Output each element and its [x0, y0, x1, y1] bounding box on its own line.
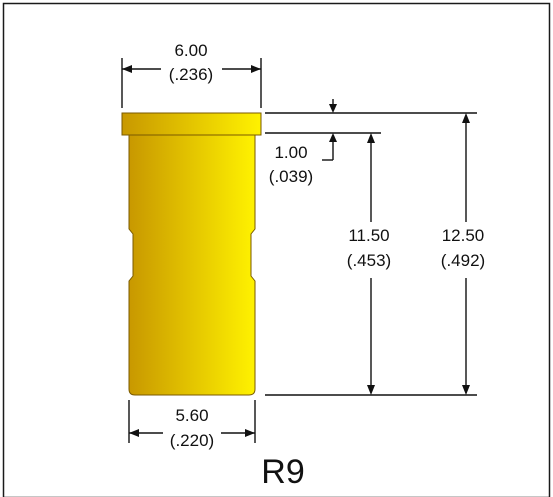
arrowhead: [462, 113, 470, 123]
arrowhead: [129, 429, 139, 437]
arrowhead: [367, 133, 375, 143]
dim-body-width-in: (.220): [170, 431, 214, 450]
arrowhead: [367, 385, 375, 395]
dim-top-width-in: (.236): [169, 65, 213, 84]
arrowhead: [329, 133, 337, 142]
arrowhead: [462, 385, 470, 395]
dim-flange-height-in: (.039): [269, 167, 313, 186]
part-body: [128, 134, 256, 396]
dim-overall-length-in: (.492): [441, 251, 485, 270]
dim-body-length-mm: 11.50: [348, 226, 389, 245]
dim-overall-length-mm: 12.50: [442, 226, 485, 245]
arrowhead: [251, 65, 261, 73]
arrowhead: [122, 65, 132, 73]
arrowhead: [245, 429, 255, 437]
dim-body-width-mm: 5.60: [175, 406, 208, 425]
dim-top-width-mm: 6.00: [174, 41, 207, 60]
arrowhead: [329, 104, 337, 113]
dim-body-length-in: (.453): [347, 251, 391, 270]
part-label: R9: [261, 453, 304, 491]
dim-flange-height-mm: 1.00: [274, 143, 307, 162]
part-flange: [121, 112, 262, 136]
